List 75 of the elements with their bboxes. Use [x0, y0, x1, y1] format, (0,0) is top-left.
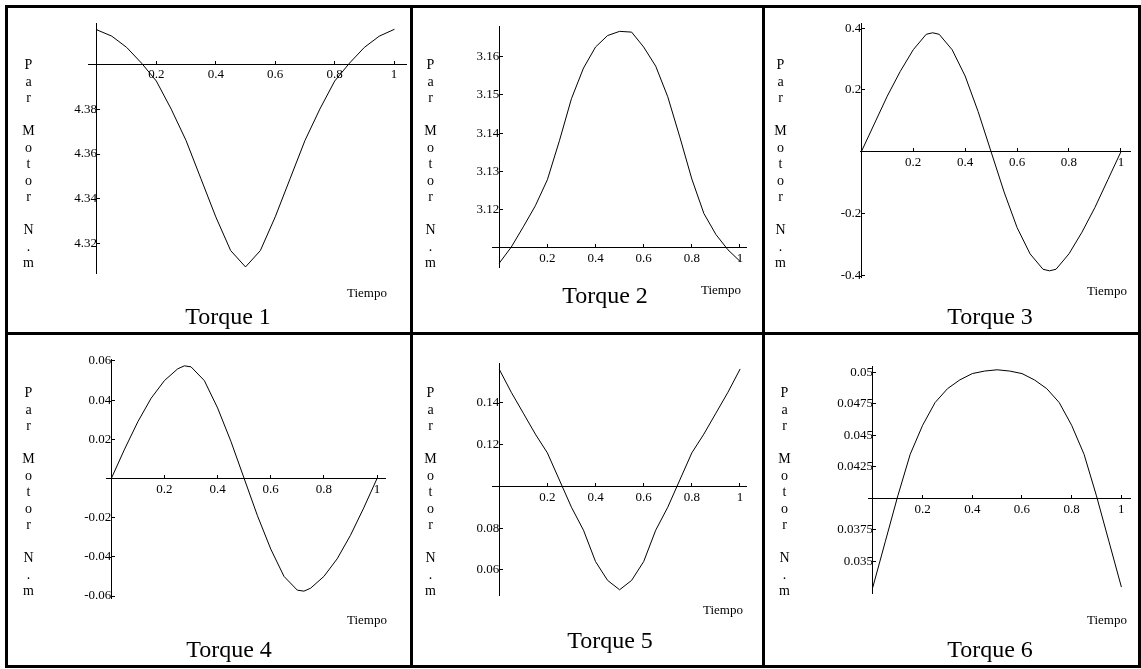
x-tick-label: 0.2	[914, 500, 931, 516]
x-axis-title: Tiempo	[701, 282, 741, 297]
x-tick-label: 1	[1118, 500, 1125, 516]
x-tick-label: 0.8	[1063, 500, 1080, 516]
y-tick-label: 0.04	[88, 391, 112, 407]
x-tick-label: 1	[373, 480, 381, 496]
x-axis-title: Tiempo	[1087, 612, 1127, 627]
x-tick-label: 0.2	[539, 488, 556, 504]
text: Torque 2	[562, 281, 648, 309]
x-tick-label: 1	[390, 66, 398, 82]
x-tick-label: 0.2	[156, 480, 173, 496]
y-tick-label: 0.045	[843, 426, 873, 442]
y-axis-title: Par Motor N.m	[776, 385, 792, 600]
y-tick-label: 0.12	[476, 435, 500, 451]
x-tick-label: 0.6	[635, 250, 653, 266]
x-tick-label: 0.6	[262, 480, 280, 496]
x-tick-label: 1	[1117, 154, 1125, 170]
text: Torque 4	[186, 635, 272, 663]
y-tick-label: 0.05	[850, 363, 873, 379]
x-tick-label: 1	[736, 488, 744, 504]
y-tick-label: 4.32	[74, 235, 97, 251]
y-axis-title: Par Motor N.m	[20, 57, 36, 272]
x-tick-label: 0.6	[267, 66, 284, 82]
x-tick-label: 0.2	[905, 154, 922, 170]
x-tick-label: 0.2	[539, 250, 556, 266]
y-tick-label: -0.04	[84, 548, 112, 564]
y-tick-label: 0.0375	[837, 521, 873, 537]
y-tick-label: 0.0475	[837, 395, 873, 411]
x-tick-label: 0.4	[587, 250, 605, 266]
y-tick-label: -0.2	[840, 205, 862, 221]
y-tick-label: -0.4	[840, 266, 862, 282]
text: Torque 5	[567, 626, 653, 654]
y-tick-label: -0.02	[84, 509, 112, 525]
x-tick-label: 1	[736, 250, 744, 266]
y-tick-label: 3.12	[476, 201, 500, 217]
x-axis-title: Tiempo	[347, 612, 387, 627]
y-tick-label: 4.36	[74, 145, 98, 161]
y-tick-label: 0.2	[845, 81, 862, 97]
x-tick-label: 0.4	[207, 66, 225, 82]
y-tick-label: 4.34	[74, 190, 98, 206]
x-tick-label: 0.8	[683, 250, 700, 266]
text: Torque 6	[947, 635, 1033, 663]
y-axis-title: Par Motor N.m	[20, 385, 36, 600]
x-tick-label: 0.6	[1008, 154, 1026, 170]
y-tick-label: 0.0425	[837, 458, 873, 474]
y-tick-label: 0.08	[476, 519, 500, 535]
x-axis-title: Tiempo	[1087, 283, 1127, 298]
x-tick-label: 0.4	[587, 488, 605, 504]
x-axis-title: Tiempo	[347, 285, 387, 300]
x-axis-title: Tiempo	[703, 602, 743, 617]
y-axis-title: Par Motor N.m	[772, 57, 788, 272]
y-tick-label: 0.14	[476, 394, 500, 410]
x-tick-label: 0.4	[957, 154, 974, 170]
y-tick-label: -0.06	[84, 587, 112, 603]
y-axis-title: Par Motor N.m	[422, 385, 438, 600]
y-tick-label: 0.02	[88, 430, 112, 446]
text: Torque 1	[185, 302, 271, 330]
x-tick-label: 0.6	[635, 488, 653, 504]
y-axis-title: Par Motor N.m	[422, 57, 438, 272]
x-tick-label: 0.8	[315, 480, 333, 496]
x-tick-label: 0.8	[1060, 154, 1078, 170]
y-tick-label: 4.38	[74, 100, 97, 116]
x-tick-label: 0.4	[209, 480, 227, 496]
y-tick-label: 3.15	[476, 86, 500, 102]
text: Torque 3	[947, 302, 1033, 330]
y-tick-label: 0.4	[845, 19, 862, 35]
y-tick-label: 0.06	[476, 561, 500, 577]
x-tick-label: 0.8	[683, 488, 700, 504]
x-tick-label: 0.6	[1013, 500, 1031, 516]
y-tick-label: 0.06	[88, 352, 112, 368]
y-tick-label: 3.13	[476, 162, 500, 178]
y-tick-label: 3.16	[476, 48, 500, 64]
y-tick-label: 0.035	[843, 552, 873, 568]
x-tick-label: 0.4	[964, 500, 981, 516]
y-tick-label: 3.14	[476, 124, 500, 140]
